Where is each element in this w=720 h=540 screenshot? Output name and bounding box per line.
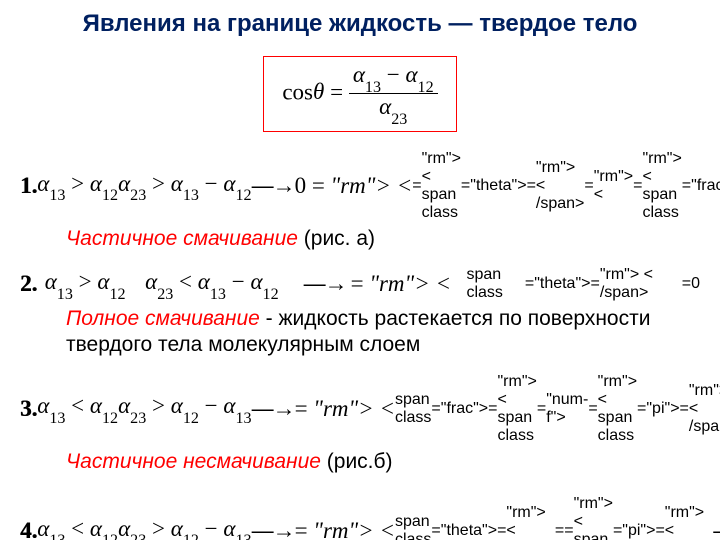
result-expression: = "rm"> < [351, 271, 467, 297]
arrow-icon: ⎯⎯→ [252, 396, 295, 422]
case-row: 4.13 < 1223 > 12 − 13⎯⎯→ = "rm"> < span … [20, 495, 700, 540]
alpha-13 [353, 62, 365, 87]
theta-symbol [313, 79, 324, 104]
cases-list: 1.13 > 1223 > 13 − 12⎯⎯→0 = "rm"> < = "r… [20, 150, 700, 540]
case-number: 2. [20, 271, 45, 297]
arrow-icon: ⎯⎯→ [252, 173, 295, 199]
condition-1: 13 > 12 [37, 171, 118, 202]
case-number: 3. [20, 396, 37, 422]
main-formula-box: cos = 13 − 12 23 [263, 56, 456, 132]
sub-12: 12 [418, 79, 434, 96]
alpha-12 [405, 62, 417, 87]
equals-sign: = [330, 79, 349, 104]
case-description-term: Частичное смачивание [66, 227, 298, 250]
case-description: Частичное смачивание (рис. а) [66, 226, 700, 252]
result-expression: 0 = "rm"> < [295, 173, 413, 199]
condition-1: 13 < 12 [37, 516, 118, 540]
case-description: Полное смачивание - жидкость растекается… [66, 306, 700, 359]
condition-2: 23 > 12 − 13 [118, 516, 251, 540]
fraction: 13 − 12 23 [349, 63, 438, 125]
case-row: 1.13 > 1223 > 13 − 12⎯⎯→0 = "rm"> < = "r… [20, 150, 700, 222]
condition-1: 13 < 12 [37, 393, 118, 424]
condition-1: 13 > 12 [45, 269, 145, 300]
formula-container: cos = 13 − 12 23 [20, 56, 700, 150]
case-number: 1. [20, 173, 37, 199]
page-title: Явления на границе жидкость — твердое те… [20, 10, 700, 38]
condition-2: 23 < 13 − 12 [145, 269, 299, 300]
fraction-denominator: 23 [349, 94, 438, 124]
sub-23: 23 [391, 111, 407, 128]
condition-2: 23 > 13 − 12 [118, 171, 251, 202]
slide-page: Явления на границе жидкость — твердое те… [0, 0, 720, 540]
case-number: 4. [20, 518, 37, 540]
condition-2: 23 > 12 − 13 [118, 393, 251, 424]
case-row: 3.13 < 1223 > 12 − 13⎯⎯→ = "rm"> < span … [20, 373, 700, 445]
arrow-icon: ⎯⎯→ [300, 271, 351, 297]
result-expression: = "rm"> < [295, 396, 395, 422]
alpha-23 [379, 94, 391, 119]
sub-13: 13 [365, 79, 381, 96]
result-expression: = "rm"> < [295, 518, 395, 540]
case-description-term: Частичное несмачивание [66, 450, 321, 473]
case-row: 2.13 > 1223 < 13 − 12⎯⎯→ = "rm"> < span … [20, 266, 700, 302]
fraction-numerator: 13 − 12 [349, 63, 438, 94]
arrow-icon: ⎯⎯→ [252, 518, 295, 540]
case-description-term: Полное смачивание [66, 307, 260, 330]
cos-label: cos [282, 79, 313, 104]
case-description: Частичное несмачивание (рис.б) [66, 449, 700, 475]
arrow-icon: ⎯⎯→ [713, 518, 720, 540]
minus-sign: − [387, 62, 406, 87]
